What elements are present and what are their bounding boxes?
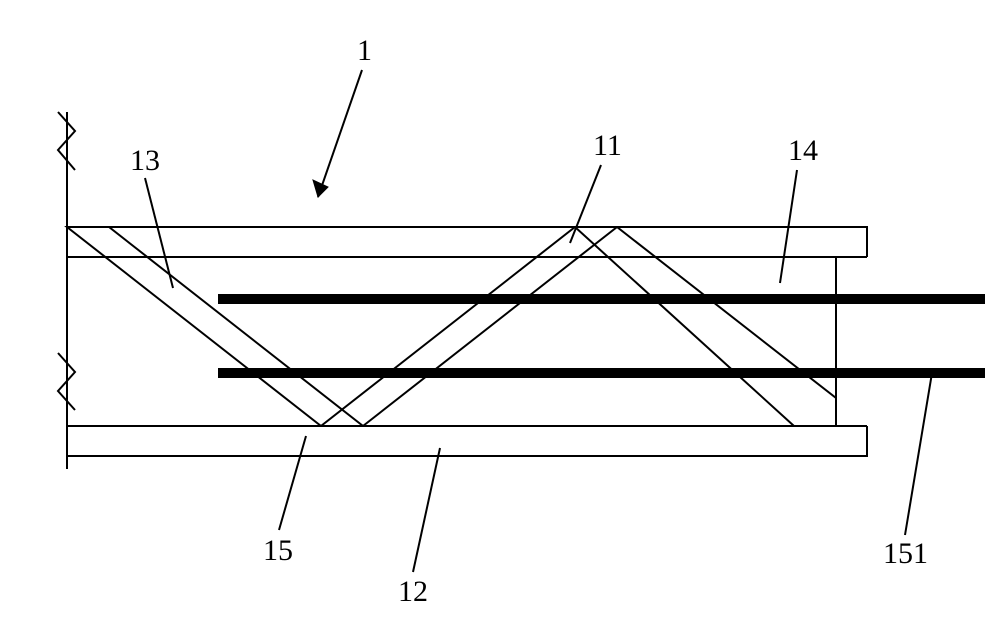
label-l14: 14 <box>788 134 818 167</box>
break-mark-top <box>58 112 75 170</box>
label-l151: 151 <box>883 537 928 570</box>
label-main: 1 <box>357 34 372 67</box>
leader-l11 <box>570 165 601 243</box>
upper-chord <box>67 227 867 257</box>
label-l11: 11 <box>593 129 622 162</box>
truss-structure <box>58 112 867 469</box>
lower-chord <box>67 426 867 456</box>
leader-l151 <box>905 373 932 535</box>
label-l12: 12 <box>398 575 428 608</box>
tendon-bars <box>218 299 985 373</box>
label-l13: 13 <box>130 144 160 177</box>
label-l15: 15 <box>263 534 293 567</box>
leader-l13 <box>145 178 173 288</box>
leader-l12 <box>413 448 440 572</box>
labels: 11113141512151 <box>130 34 928 608</box>
leader-l15 <box>279 436 306 530</box>
leader-main <box>318 70 362 197</box>
break-mark-bottom <box>58 353 75 410</box>
arrowhead-main <box>313 180 328 197</box>
